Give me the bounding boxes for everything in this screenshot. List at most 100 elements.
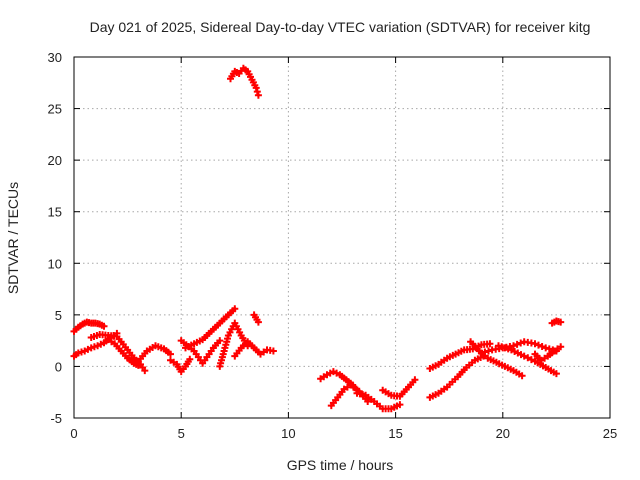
x-tick-label: 10 (281, 426, 295, 441)
series-arc-6 (167, 355, 194, 376)
data-point (72, 354, 76, 358)
x-tick-label: 15 (388, 426, 402, 441)
data-point (488, 342, 492, 346)
data-point (211, 346, 215, 350)
data-point (325, 373, 329, 377)
data-point (486, 356, 490, 360)
y-tick-label: 5 (55, 308, 62, 323)
data-point (102, 341, 106, 345)
data-point (406, 385, 410, 389)
data-point (372, 399, 376, 403)
data-point (456, 375, 460, 379)
data-point (522, 354, 526, 358)
data-point (265, 348, 269, 352)
series-arc-18 (426, 352, 487, 401)
series-arc-16 (379, 376, 419, 400)
data-point (252, 346, 256, 350)
data-point (479, 351, 483, 355)
data-point (256, 93, 260, 97)
data-point (183, 346, 187, 350)
data-point (428, 395, 432, 399)
data-point (218, 339, 222, 343)
data-point (89, 321, 93, 325)
y-tick-label: 20 (48, 153, 62, 168)
series-arc-8 (182, 305, 239, 352)
data-point (175, 362, 179, 366)
data-point (226, 313, 230, 317)
data-point (83, 349, 87, 353)
data-point (349, 383, 353, 387)
data-point (381, 388, 385, 392)
data-point (494, 360, 498, 364)
data-point (179, 339, 183, 343)
data-point (179, 370, 183, 374)
data-point (214, 325, 218, 329)
data-point (237, 72, 241, 76)
series-arc-5 (134, 342, 174, 365)
data-point (338, 373, 342, 377)
series-arc-7 (177, 337, 224, 367)
data-point (192, 342, 196, 346)
data-point (89, 346, 93, 350)
data-point (98, 332, 102, 336)
data-point (445, 356, 449, 360)
data-point (153, 344, 157, 348)
data-point (76, 325, 80, 329)
data-point (445, 385, 449, 389)
data-point (490, 348, 494, 352)
data-point (233, 307, 237, 311)
series-arc-10 (231, 338, 277, 360)
data-point (115, 335, 119, 339)
data-points (70, 64, 565, 413)
data-point (132, 356, 136, 360)
data-point (509, 348, 513, 352)
data-point (436, 391, 440, 395)
data-point (85, 320, 89, 324)
data-point (554, 319, 558, 323)
data-point (76, 351, 80, 355)
x-axis-label: GPS time / hours (287, 457, 394, 473)
data-point (132, 361, 136, 365)
series-arc-21 (495, 342, 560, 378)
data-point (271, 349, 275, 353)
data-point (126, 356, 130, 360)
data-point (239, 333, 243, 337)
plot-frame (73, 56, 611, 419)
data-point (201, 338, 205, 342)
data-point (544, 346, 548, 350)
data-point (119, 349, 123, 353)
y-tick-label: -5 (50, 411, 62, 426)
data-point (355, 391, 359, 395)
data-point (233, 69, 237, 73)
data-point (246, 69, 250, 73)
data-point (229, 77, 233, 81)
data-point (462, 348, 466, 352)
data-point (145, 349, 149, 353)
data-point (168, 358, 172, 362)
data-point (222, 349, 226, 353)
data-point (218, 364, 222, 368)
data-point (554, 372, 558, 376)
data-point (254, 86, 258, 90)
grid (74, 57, 610, 418)
data-point (168, 352, 172, 356)
data-point (98, 322, 102, 326)
data-point (329, 404, 333, 408)
data-point (436, 362, 440, 366)
data-point (471, 347, 475, 351)
data-point (126, 348, 130, 352)
data-point (256, 320, 260, 324)
series-arc-12 (227, 64, 262, 99)
series-arc-9 (216, 319, 252, 370)
data-point (252, 313, 256, 317)
plus-marker-trace (227, 64, 262, 99)
data-point (454, 352, 458, 356)
x-tick-label: 20 (496, 426, 510, 441)
data-point (119, 340, 123, 344)
data-point (503, 364, 507, 368)
data-point (428, 366, 432, 370)
data-point (364, 393, 368, 397)
data-point (246, 340, 250, 344)
x-tick-label: 25 (603, 426, 617, 441)
